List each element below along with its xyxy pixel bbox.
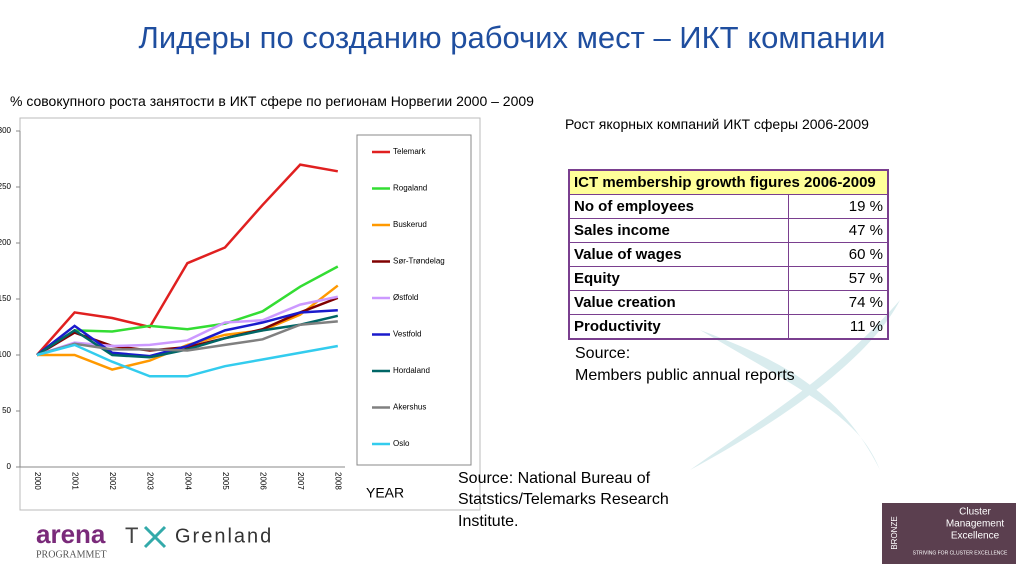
table-label: No of employees	[568, 194, 789, 219]
table-source: Members public annual reports	[575, 367, 795, 384]
legend-label: Hordaland	[393, 366, 430, 375]
arena-sub: PROGRAMMET	[36, 549, 107, 560]
table-label: Productivity	[568, 314, 789, 340]
table-value: 11 %	[788, 314, 889, 340]
legend-box	[356, 134, 472, 466]
x-tick-label: 2004	[183, 472, 192, 490]
badge-tagline: STRIVING FOR CLUSTER EXCELLENCE	[913, 550, 1008, 556]
chart-source: Institute.	[458, 513, 519, 530]
background-decoration	[690, 300, 900, 470]
y-tick-label: 300	[0, 126, 12, 135]
chart-source: Statstics/Telemarks Research	[458, 491, 669, 508]
series-line	[36, 308, 338, 358]
series-line	[36, 343, 339, 378]
table-row: No of employees 19 %	[568, 194, 889, 219]
table-value: 74 %	[788, 290, 889, 315]
series-line	[36, 163, 339, 356]
table-source: Source:	[575, 345, 631, 362]
y-tick-label: 250	[0, 182, 12, 191]
y-tick-label: 50	[2, 406, 11, 415]
table-value: 57 %	[788, 266, 889, 291]
x-axis-label: YEAR	[366, 485, 404, 501]
y-tick-label: 200	[0, 238, 12, 247]
legend-label: Vestfold	[393, 330, 421, 339]
table-row: Productivity 11 %	[568, 314, 889, 340]
slide-title: Лидеры по созданию рабочих мест – ИКТ ко…	[138, 20, 886, 55]
table-row: Sales income 47 %	[568, 218, 889, 243]
table: ICT membership growth figures 2006-2009 …	[568, 169, 889, 340]
x-tick-label: 2002	[108, 472, 117, 490]
x-tick-label: 2007	[296, 472, 305, 490]
logo-t: T	[125, 523, 138, 548]
y-tick-label: 100	[0, 350, 12, 359]
series-line	[36, 295, 339, 357]
table-row: Equity 57 %	[568, 266, 889, 291]
x-tick-label: 2005	[221, 472, 230, 490]
y-tick-label: 150	[0, 294, 12, 303]
chart-title: % совокупного роста занятости в ИКТ сфер…	[10, 93, 534, 109]
badge-title: Excellence	[951, 531, 1000, 542]
legend-label: Telemark	[393, 147, 426, 156]
arena-logo: arena	[36, 519, 106, 549]
badge-title: Management	[946, 519, 1005, 530]
table-label: Sales income	[568, 218, 789, 243]
legend-label: Buskerud	[393, 220, 427, 229]
table-caption: Рост якорных компаний ИКТ сферы 2006-200…	[565, 116, 869, 132]
table-value: 47 %	[788, 218, 889, 243]
badge-level: BRONZE	[890, 516, 899, 549]
x-tick-label: 2000	[33, 472, 42, 490]
series-line	[36, 265, 339, 357]
x-tick-label: 2001	[70, 472, 79, 490]
badge-title: Cluster	[959, 507, 991, 518]
chart-source: Source: National Bureau of	[458, 470, 651, 487]
table-row: Value creation 74 %	[568, 290, 889, 315]
table-header: ICT membership growth figures 2006-2009	[568, 169, 889, 195]
y-tick-label: 0	[7, 462, 12, 471]
x-tick-label: 2006	[258, 472, 267, 490]
table-label: Value creation	[568, 290, 789, 315]
series-line	[36, 320, 338, 357]
grenland-logo: Grenland	[175, 525, 273, 547]
table-label: Value of wages	[568, 242, 789, 267]
table-row: Value of wages 60 %	[568, 242, 889, 267]
legend-label: Sør-Trøndelag	[393, 257, 445, 266]
legend-label: Østfold	[393, 293, 418, 302]
table-value: 60 %	[788, 242, 889, 267]
legend-label: Rogaland	[393, 184, 427, 193]
legend-label: Oslo	[393, 439, 410, 448]
table-label: Equity	[568, 266, 789, 291]
x-tick-label: 2008	[334, 472, 343, 490]
logo-x	[143, 525, 167, 549]
x-tick-label: 2003	[146, 472, 155, 490]
badge	[882, 503, 1016, 564]
table-value: 19 %	[788, 194, 889, 219]
legend-label: Akershus	[393, 403, 426, 412]
